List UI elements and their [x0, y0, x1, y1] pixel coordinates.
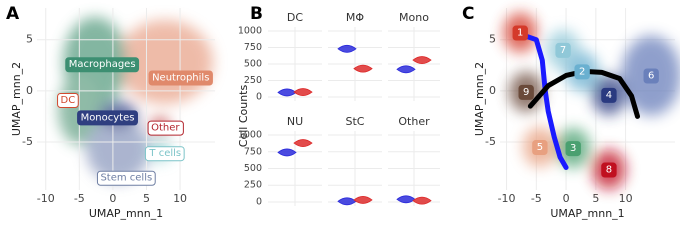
- cluster-label-box: [148, 70, 213, 86]
- cluster-number: 8: [606, 165, 612, 176]
- y-tick-label: 0: [256, 196, 262, 207]
- cluster-label: Macrophages: [69, 59, 136, 70]
- cluster-label-box: [77, 110, 138, 126]
- violin: [412, 196, 432, 205]
- cluster-label-box: [96, 170, 156, 186]
- trajectory: [527, 68, 640, 119]
- x-axis-title: UMAP_mnn_1: [550, 207, 624, 220]
- cluster-label: Other: [151, 123, 180, 134]
- cluster-number-box: [532, 140, 548, 156]
- y-tick-label: 500: [244, 163, 262, 174]
- violin: [337, 197, 357, 206]
- y-axis-title: UMAP_mnn_2: [10, 62, 23, 136]
- violin: [396, 65, 416, 74]
- y-axis-title: Cell Counts: [237, 85, 250, 148]
- cluster-number-box: [643, 68, 659, 84]
- cluster-label-box: [144, 146, 185, 162]
- y-tick-label: 0: [256, 92, 262, 103]
- cluster-label-box: [65, 57, 140, 73]
- y-tick-label: 250: [244, 180, 262, 191]
- y-tick-label: 500: [244, 59, 262, 70]
- cluster-number-box: [574, 64, 590, 80]
- y-tick-label: -5: [22, 135, 33, 148]
- cluster-number: 1: [517, 28, 523, 39]
- violin: [277, 148, 297, 157]
- cluster-label-box: [147, 120, 184, 136]
- cluster-number: 6: [648, 70, 654, 81]
- x-tick-label: 5: [592, 192, 599, 205]
- facet-title: NU: [287, 115, 303, 128]
- cluster-number-box: [512, 25, 528, 41]
- x-tick-label: -10: [498, 192, 516, 205]
- cluster-number: 3: [570, 143, 576, 154]
- x-tick-label: 0: [563, 192, 570, 205]
- violin: [353, 196, 373, 204]
- y-tick-label: 250: [244, 75, 262, 86]
- cluster-number: 9: [523, 87, 529, 98]
- facet-title: DC: [287, 11, 303, 24]
- y-tick-label: 5: [489, 33, 496, 46]
- cluster-label: Neutrophils: [152, 73, 209, 84]
- x-tick-label: -5: [74, 192, 85, 205]
- violin: [293, 88, 313, 96]
- cluster-number: 4: [606, 90, 612, 101]
- y-tick-label: -5: [485, 135, 496, 148]
- facet-title: MΦ: [346, 11, 364, 24]
- x-tick-label: 5: [143, 192, 150, 205]
- violin: [293, 139, 313, 147]
- panel-letter: B: [250, 4, 263, 24]
- cluster-label: Stem cells: [100, 173, 152, 184]
- cluster-number-box: [565, 141, 581, 157]
- cluster-number-box: [601, 162, 617, 178]
- x-tick-label: -5: [531, 192, 542, 205]
- x-tick-label: 10: [173, 192, 187, 205]
- cluster-number-box: [555, 42, 571, 58]
- cluster-number: 5: [537, 142, 543, 153]
- y-tick-label: 750: [244, 146, 262, 157]
- facet-title: Other: [398, 115, 430, 128]
- cluster-number: 7: [560, 45, 566, 56]
- cluster-label: DC: [61, 95, 76, 106]
- y-tick-label: 5: [26, 33, 33, 46]
- cluster-label: Monocytes: [81, 112, 135, 123]
- violin: [337, 44, 357, 53]
- panel-letter: A: [6, 4, 20, 24]
- cluster-label-box: [57, 93, 79, 109]
- x-tick-label: 0: [109, 192, 116, 205]
- facet-title: StC: [346, 115, 365, 128]
- cell-cloud: [58, 17, 213, 182]
- cluster-label: T cells: [148, 148, 181, 159]
- violin: [277, 88, 297, 97]
- y-tick-label: 0: [489, 84, 496, 97]
- y-tick-label: 0: [26, 84, 33, 97]
- violin: [353, 64, 373, 73]
- y-tick-label: 750: [244, 42, 262, 53]
- facet-title: Mono: [399, 11, 429, 24]
- x-tick-label: -10: [37, 192, 55, 205]
- cluster-number: 2: [579, 66, 585, 77]
- x-tick-label: 10: [619, 192, 633, 205]
- y-tick-label: 1000: [238, 130, 262, 141]
- trajectory: [518, 32, 569, 171]
- violin: [412, 56, 432, 64]
- x-axis-title: UMAP_mnn_1: [89, 207, 163, 220]
- y-axis-title: UMAP_mnn_2: [473, 62, 486, 136]
- cluster-number-box: [601, 87, 617, 103]
- panel-letter: C: [462, 4, 474, 24]
- cluster-number-box: [518, 84, 534, 100]
- y-tick-label: 1000: [238, 25, 262, 36]
